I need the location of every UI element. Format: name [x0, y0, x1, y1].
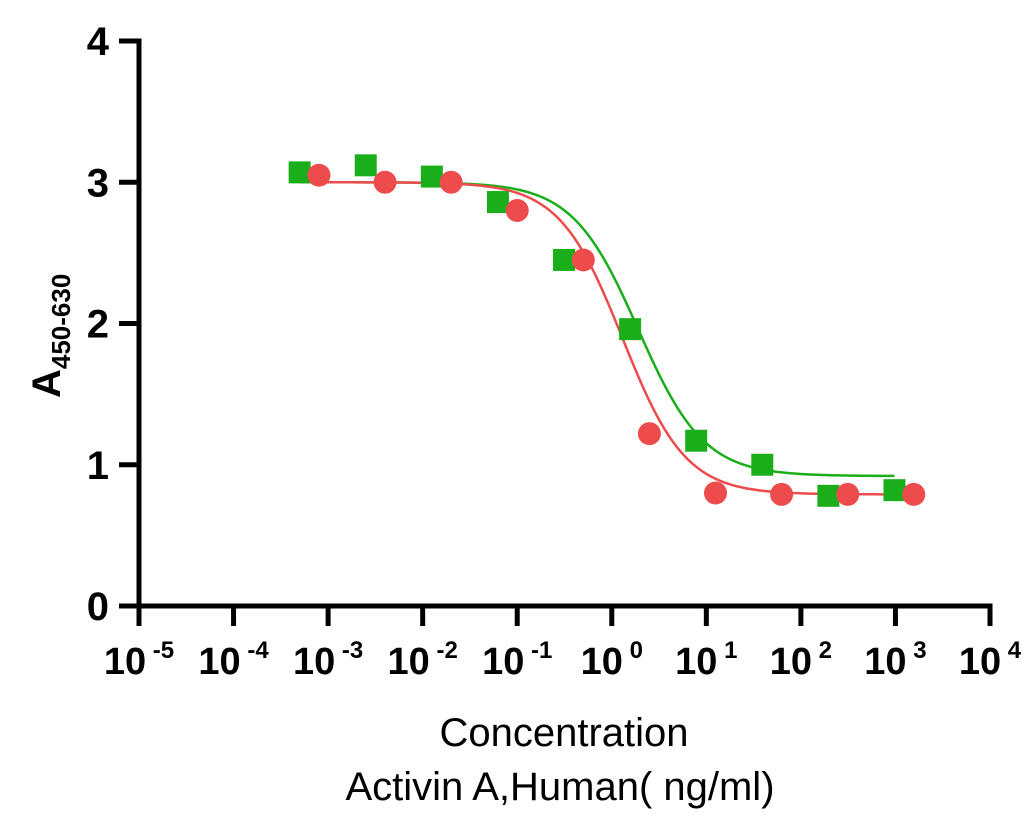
x-tick-label: 10 2 [770, 637, 832, 683]
data-point-red [637, 422, 661, 446]
data-points [288, 154, 926, 507]
x-tick-label: 10 4 [959, 637, 1022, 683]
y-tick-label: 4 [87, 20, 110, 64]
x-tick-label-power: -5 [146, 637, 174, 664]
data-point-red [571, 248, 595, 272]
data-point-green [619, 318, 642, 341]
data-point-green [685, 429, 708, 452]
data-point-green [354, 154, 377, 177]
x-axis-title-line1: Concentration [439, 711, 688, 755]
data-point-green [486, 191, 509, 214]
x-tick-label-power: 3 [907, 637, 927, 664]
x-tick-label-power: 0 [623, 637, 643, 664]
data-point-red [703, 481, 727, 505]
axes [136, 38, 993, 609]
data-point-green [751, 453, 774, 476]
x-tick-label: 10 -1 [482, 637, 552, 683]
x-tick-label-base: 10 [388, 641, 430, 683]
x-tick-label-power: -3 [335, 637, 363, 664]
x-tick-label: 10 3 [864, 637, 926, 683]
x-tick-label: 10 -2 [388, 637, 458, 683]
y-tick-label: 3 [87, 161, 109, 205]
y-tick-label: 2 [87, 303, 109, 347]
x-tick-label-power: -1 [524, 637, 552, 664]
data-point-red [836, 482, 860, 506]
x-tick-label-base: 10 [581, 641, 623, 683]
x-tick-label-base: 10 [198, 641, 240, 683]
fit-curve-red [318, 181, 914, 496]
data-point-green [553, 248, 576, 271]
x-tick-label-base: 10 [675, 641, 717, 683]
x-tick-label-power: 1 [717, 637, 737, 664]
y-tick-label: 1 [87, 444, 109, 488]
data-point-red [307, 163, 331, 187]
y-axis-title: A450-630 [25, 274, 76, 398]
x-axis-title-line2: Activin A,Human( ng/ml) [345, 765, 774, 809]
data-point-green [817, 484, 840, 507]
data-point-red [439, 170, 463, 194]
x-tick-label-base: 10 [104, 641, 146, 683]
y-axis-title-subscript: 450-630 [46, 274, 76, 369]
x-tick-label-base: 10 [864, 641, 906, 683]
x-ticks: 10 -5 10 -4 10 -3 10 -2 10 -1 10 0 10 1 10 2 10 … [104, 606, 1022, 683]
x-tick-label-power: 2 [812, 637, 832, 664]
y-axis-title-main: A [25, 369, 69, 398]
x-tick-label-power: -4 [241, 637, 270, 664]
x-tick-label: 10 -3 [293, 637, 363, 683]
data-point-green [883, 479, 906, 502]
data-point-green [288, 161, 311, 184]
x-tick-label: 10 1 [675, 637, 737, 683]
x-tick-label: 10 -4 [198, 637, 269, 683]
data-point-red [770, 482, 794, 506]
x-tick-label-base: 10 [959, 641, 1001, 683]
data-point-red [505, 199, 529, 222]
fit-curves [299, 181, 914, 496]
y-tick-label: 0 [87, 585, 109, 629]
x-tick-label-power: -2 [430, 637, 458, 664]
x-tick-label-power: 4 [1001, 637, 1022, 664]
fit-curve-green [299, 181, 895, 478]
y-ticks: 0 1 2 3 4 [87, 20, 139, 629]
data-point-red [902, 482, 926, 506]
x-tick-label-base: 10 [293, 641, 335, 683]
x-tick-label-base: 10 [482, 641, 524, 683]
x-tick-label-base: 10 [770, 641, 812, 683]
data-point-green [420, 165, 443, 188]
x-tick-label: 10 0 [581, 637, 643, 683]
x-tick-label: 10 -5 [104, 637, 174, 683]
data-point-red [373, 170, 397, 194]
